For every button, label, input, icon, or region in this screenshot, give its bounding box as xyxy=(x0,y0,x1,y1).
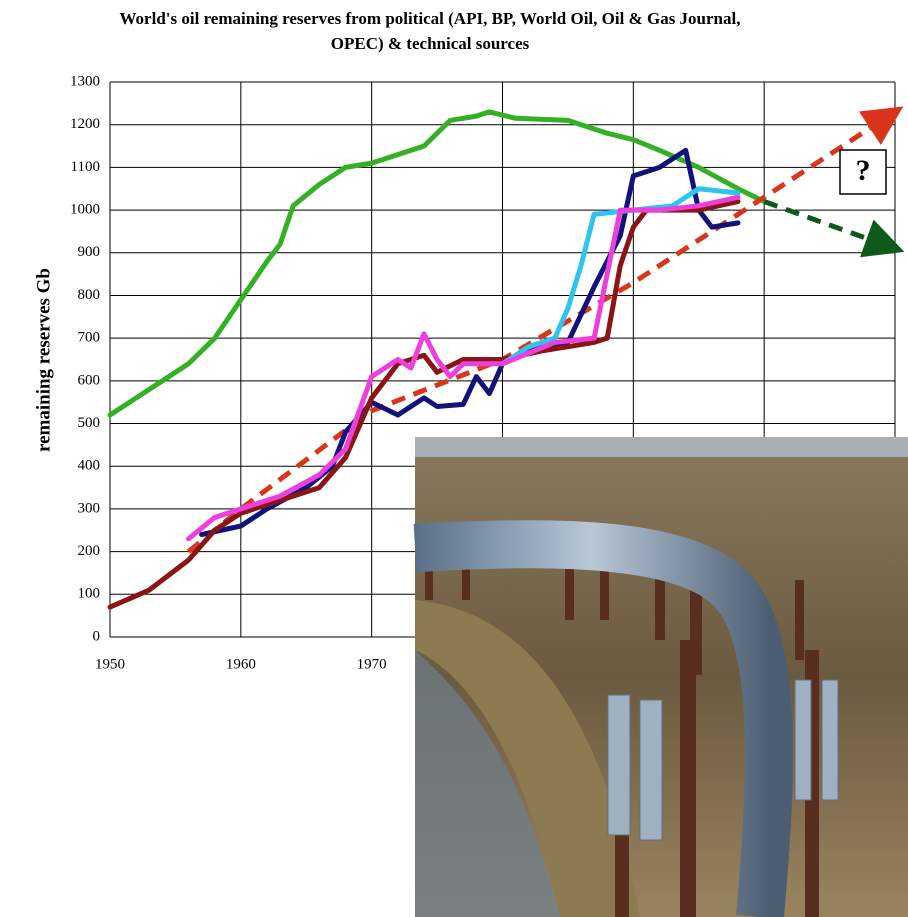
y-tick-label: 100 xyxy=(78,586,101,602)
plot-area: 0 100 200 300 400 500 600 700 800 900 1000 1100 1200… xyxy=(70,73,908,672)
y-tick-label: 400 xyxy=(78,458,101,474)
y-tick-label: 900 xyxy=(78,244,101,260)
chart-title: World's oil remaining reserves from poli… xyxy=(119,9,741,53)
y-tick-label: 200 xyxy=(78,543,101,559)
x-tick-label: 1950 xyxy=(95,656,125,672)
data-line xyxy=(186,194,741,542)
x-tick-label: 1960 xyxy=(226,656,256,672)
pipeline-photo xyxy=(413,437,908,917)
annotation-box xyxy=(839,149,887,195)
data-line xyxy=(107,109,767,418)
y-tick-label: 1100 xyxy=(71,159,100,175)
trend-line xyxy=(763,199,905,258)
y-tick-label: 800 xyxy=(78,287,101,303)
y-tick-label: 300 xyxy=(78,500,101,516)
y-tick-label: 700 xyxy=(78,330,101,346)
y-axis-label: remaining reserves Gb xyxy=(33,268,54,452)
data-line xyxy=(500,186,741,367)
x-tick-label: 1970 xyxy=(357,656,387,672)
y-tick-label: 1200 xyxy=(70,116,100,132)
annotation: ? xyxy=(856,154,871,187)
data-line xyxy=(107,199,741,610)
y-tick-label: 1300 xyxy=(70,73,100,89)
y-tick-label: 500 xyxy=(78,415,101,431)
y-tick-label: 600 xyxy=(78,372,101,388)
y-tick-label: 1000 xyxy=(70,202,100,218)
y-tick-label: 0 xyxy=(93,628,101,644)
data-line xyxy=(199,147,741,538)
